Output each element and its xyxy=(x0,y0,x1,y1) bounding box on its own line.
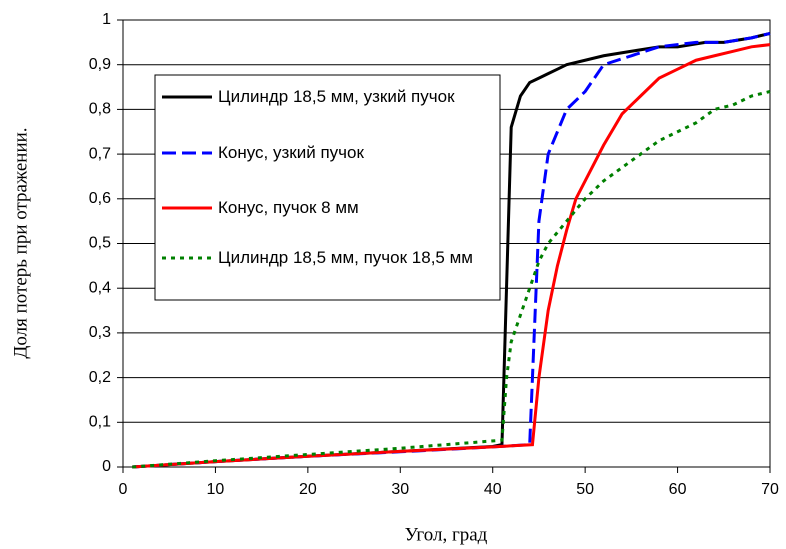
x-tick-label: 20 xyxy=(299,481,317,498)
plot-frame xyxy=(122,19,771,468)
legend-label: Цилиндр 18,5 мм, пучок 18,5 мм xyxy=(218,248,473,267)
y-axis-label: Доля потерь при отражении. xyxy=(10,127,31,358)
legend-label: Цилиндр 18,5 мм, узкий пучок xyxy=(218,87,455,106)
x-tick-label: 70 xyxy=(761,481,779,498)
x-tick-label: 30 xyxy=(391,481,409,498)
y-tick-label: 0 xyxy=(102,458,111,475)
y-tick-label: 1 xyxy=(102,11,111,28)
y-tick-label: 0,2 xyxy=(89,369,111,386)
series-line xyxy=(132,90,771,469)
y-tick-label: 0,3 xyxy=(89,324,111,341)
y-tick-label: 0,7 xyxy=(89,145,111,162)
series-line xyxy=(132,43,771,469)
y-tick-label: 0,6 xyxy=(89,190,111,207)
x-tick-label: 10 xyxy=(207,481,225,498)
legend-label: Конус, узкий пучок xyxy=(218,143,364,162)
legend-label: Конус, пучок 8 мм xyxy=(218,198,359,217)
x-tick-label: 60 xyxy=(669,481,687,498)
y-tick-label: 0,9 xyxy=(89,56,111,73)
y-tick-label: 0,4 xyxy=(89,279,111,296)
x-tick-label: 0 xyxy=(119,481,128,498)
y-tick-label: 0,8 xyxy=(89,101,111,118)
x-axis-label: Угол, град xyxy=(405,524,488,545)
x-tick-label: 50 xyxy=(576,481,594,498)
y-tick-label: 0,5 xyxy=(89,235,111,252)
y-tick-label: 0,1 xyxy=(89,414,111,431)
x-tick-label: 40 xyxy=(484,481,502,498)
legend-box xyxy=(154,74,501,301)
